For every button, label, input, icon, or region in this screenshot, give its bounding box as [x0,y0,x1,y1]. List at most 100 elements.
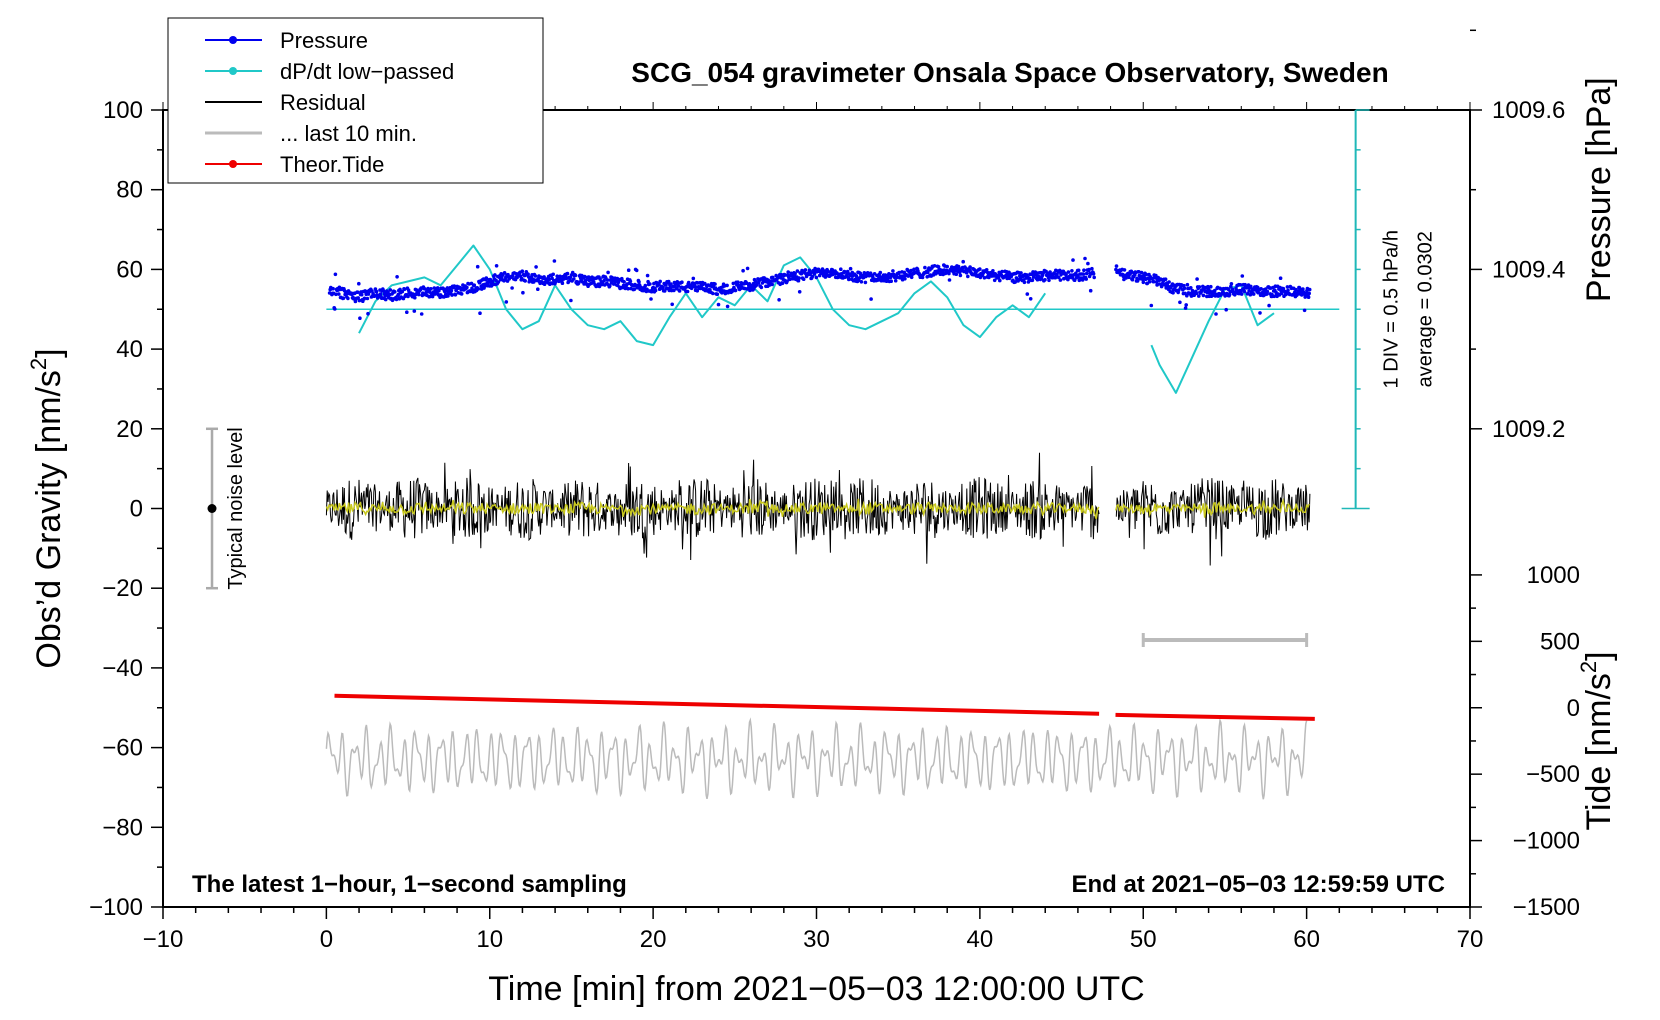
pressure-point [1249,284,1253,289]
y-tick-label: 80 [116,177,143,204]
legend-marker [229,160,237,168]
pressure-point [1182,286,1187,291]
noise-bar-center [207,504,217,513]
pressure-point [1091,272,1096,276]
pressure-point [786,270,790,274]
pressure-point [1157,282,1162,286]
pressure-point [341,296,346,301]
pressure-point [958,273,963,278]
pressure-point [1245,292,1250,296]
tide-title-end: ] [1580,651,1618,660]
pressure-point [859,280,864,284]
pressure-point [645,273,650,278]
y-tick-label: 0 [130,496,143,523]
pressure-point [676,284,681,288]
legend-items: Pressure dP/dt low−passed Residual ... last… [205,28,454,177]
pressure-point [1137,270,1141,274]
pressure-point [435,286,440,290]
x-tick-label: 10 [476,926,503,953]
legend-label: Theor.Tide [280,152,384,177]
pressure-point [526,272,530,277]
pressure-point [664,283,668,287]
pressure-point [1130,277,1135,282]
pressure-point [839,267,843,272]
pressure-point [950,265,954,269]
pressure-point [897,270,901,275]
pressure-point [533,274,538,278]
pressure-tick-label: 1009.6 [1492,97,1565,124]
pressure-point [747,282,752,286]
pressure-point [1135,279,1140,283]
pressure-point [998,278,1002,283]
pressure-point [1184,303,1188,307]
pressure-point [552,259,557,263]
pressure-point [1301,287,1305,291]
pressure-point [543,280,547,285]
pressure-point [1056,275,1061,280]
pressure-point [358,316,362,321]
pressure-point [475,264,480,269]
pressure-point [1070,269,1074,273]
dpdt-line [358,244,1275,394]
x-tick-label: 30 [803,926,830,953]
pressure-point [1159,284,1164,289]
legend-label: Residual [280,90,366,115]
pressure-point [803,268,808,272]
pressure-point [417,292,421,297]
pressure-point [1190,288,1195,293]
pressure-point [547,277,551,282]
pressure-point [947,278,952,282]
pressure-point [1229,282,1234,286]
pressure-point [847,277,851,282]
pressure-point [419,312,424,316]
pressure-point [1066,270,1071,274]
pressure-point [759,285,764,290]
pressure-point [801,277,806,282]
pressure-point [780,281,785,286]
pressure-tick-label: 1009.2 [1492,416,1565,443]
pressure-point [346,296,350,301]
pressure-point [1195,277,1199,281]
pressure-point [1171,291,1175,295]
pressure-point [956,264,961,269]
pressure-point [383,297,388,302]
x-tick-label: 70 [1457,926,1484,953]
legend-marker [229,67,237,75]
pressure-point [715,292,720,297]
pressure-point [1163,277,1168,282]
pressure-point [359,292,364,297]
pressure-point [628,279,633,284]
pressure-point [365,296,370,301]
pressure-point [966,274,970,279]
tide-tick-label: −500 [1526,761,1580,788]
pressure-point [1306,295,1311,300]
y-axis-pressure-title: Pressure [hPa] [1580,77,1618,302]
pressure-point [366,311,370,316]
pressure-point [741,268,745,273]
pressure-point [429,287,433,291]
bottom-left-note: The latest 1−hour, 1−second sampling [192,871,627,898]
pressure-point [1081,272,1086,276]
pressure-point [1267,303,1271,308]
x-tick-label: 40 [967,926,994,953]
pressure-point [1151,279,1156,284]
pressure-point [536,287,540,292]
pressure-point [1030,278,1035,283]
pressure-point [606,270,610,275]
pressure-point [1259,287,1263,291]
pressure-point [923,265,927,270]
pressure-point [745,266,750,271]
pressure-point [422,287,427,291]
pressure-point [932,264,937,268]
x-tick-label: 20 [640,926,667,953]
pressure-point [643,283,648,288]
pressure-point [1281,286,1286,291]
y-tick-label: 60 [116,256,143,283]
legend-label: ... last 10 min. [280,121,417,146]
y-axis-left: −100 −80 −60 −40 −20 0 20 40 60 80 100 [89,97,163,921]
pressure-point [1256,290,1261,295]
pressure-point [1189,286,1193,290]
pressure-point [1278,276,1283,281]
pressure-point [725,283,729,288]
